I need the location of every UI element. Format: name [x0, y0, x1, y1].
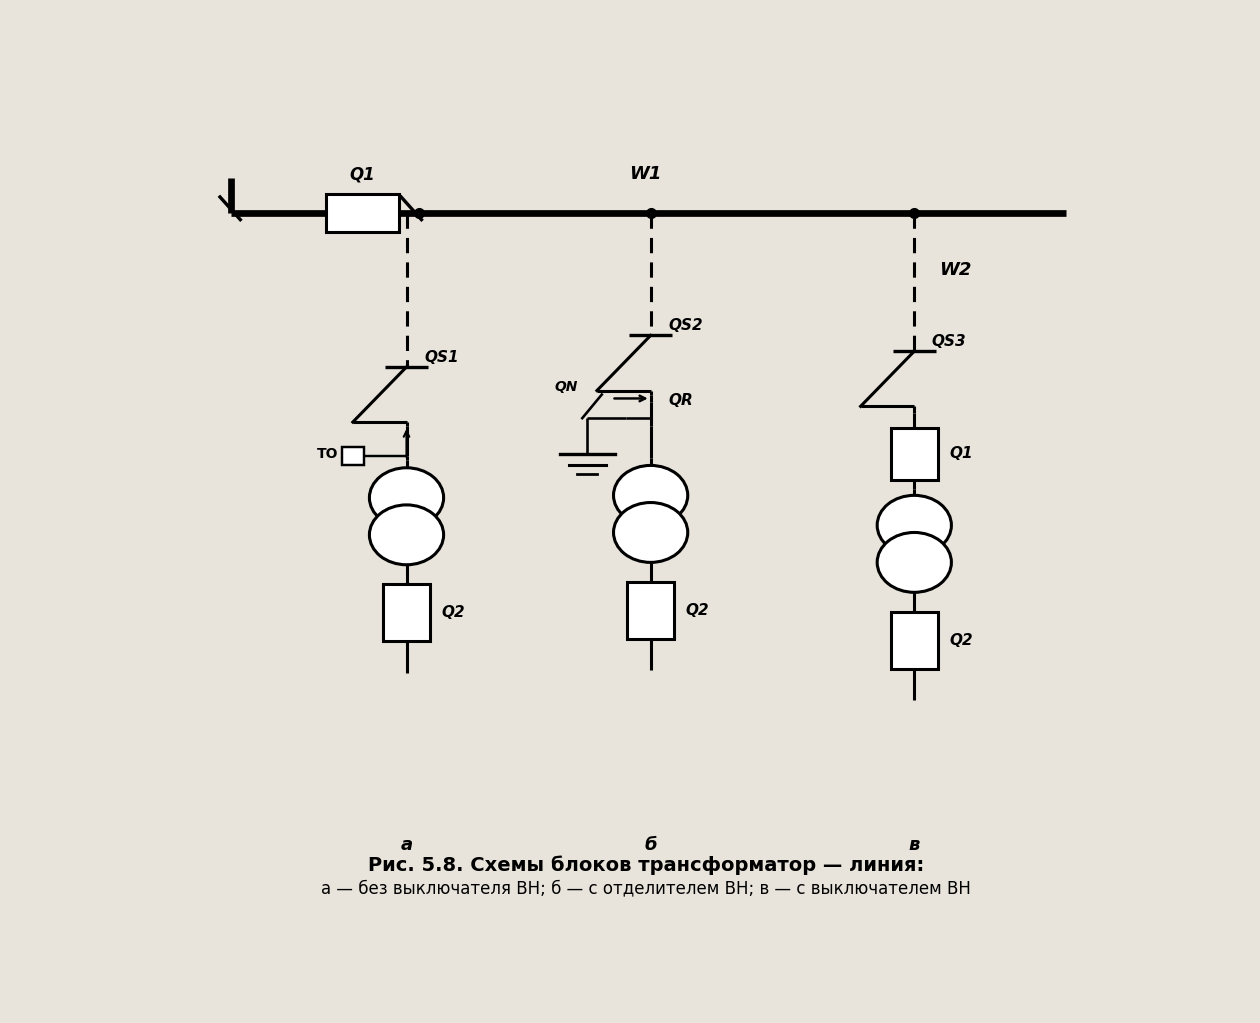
Text: QS1: QS1 [425, 350, 459, 365]
Text: Q1: Q1 [350, 166, 375, 183]
Text: Q1: Q1 [950, 446, 973, 461]
Bar [627, 582, 674, 638]
Circle shape [614, 465, 688, 525]
Text: Q2: Q2 [442, 606, 465, 620]
Circle shape [614, 502, 688, 563]
Text: W2: W2 [939, 261, 971, 279]
Text: QR: QR [668, 393, 693, 408]
Circle shape [877, 532, 951, 592]
Bar [891, 612, 937, 669]
Circle shape [369, 468, 444, 528]
Text: ТО: ТО [316, 447, 338, 461]
Circle shape [877, 495, 951, 555]
Text: а: а [401, 836, 412, 854]
Bar [326, 194, 399, 232]
Text: в: в [908, 836, 920, 854]
Text: Q2: Q2 [950, 633, 973, 648]
Text: QS3: QS3 [932, 335, 966, 349]
Circle shape [369, 505, 444, 565]
Bar [891, 429, 937, 480]
Text: QS2: QS2 [668, 318, 703, 333]
Text: а — без выключателя ВН; б — с отделителем ВН; в — с выключателем ВН: а — без выключателя ВН; б — с отделителе… [321, 880, 970, 897]
Text: Рис. 5.8. Схемы блоков трансформатор — линия:: Рис. 5.8. Схемы блоков трансформатор — л… [368, 856, 924, 876]
Text: Q2: Q2 [685, 603, 709, 618]
Text: б: б [644, 836, 656, 854]
Bar [341, 447, 364, 464]
Text: QN: QN [554, 380, 577, 394]
Bar [383, 584, 430, 641]
Text: W1: W1 [630, 166, 662, 183]
